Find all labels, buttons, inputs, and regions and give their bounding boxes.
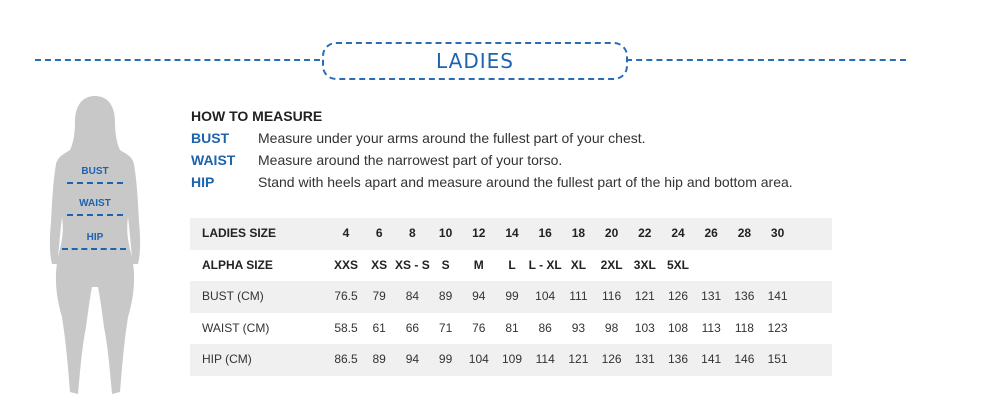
table-cell: 89 <box>372 352 386 367</box>
figure-label-hip: HIP <box>86 232 104 243</box>
measure-item-waist: WAIST Measure around the narrowest part o… <box>191 152 562 168</box>
table-cell: 99 <box>438 352 453 367</box>
table-cell: 16 <box>538 226 552 240</box>
size-table: LADIES SIZE 4 6 8 10 12 14 16 18 20 22 24 26 28 30 ALPH… <box>190 218 832 376</box>
table-cell: 81 <box>505 320 519 335</box>
table-cell: 28 <box>737 226 752 240</box>
table-cell: 113 <box>701 320 721 335</box>
how-to-measure-heading: HOW TO MEASURE <box>191 108 323 124</box>
figure-label-bust: BUST <box>81 166 109 177</box>
table-cell: 14 <box>505 226 519 240</box>
measure-text: Measure under your arms around the fulle… <box>258 130 646 146</box>
divider-right <box>626 59 906 61</box>
table-cell: 141 <box>767 289 788 304</box>
table-cell: 114 <box>535 352 555 367</box>
table-cell: 116 <box>602 289 622 304</box>
table-cell: 131 <box>701 289 722 304</box>
divider-left <box>35 59 320 61</box>
table-cell: 98 <box>604 320 619 335</box>
table-cell: 10 <box>438 226 453 240</box>
table-cell: 79 <box>372 289 386 304</box>
measure-key: BUST <box>191 130 230 146</box>
section-title: LADIES <box>322 42 628 80</box>
table-cell: 111 <box>569 289 588 304</box>
table-cell: 2XL <box>600 257 623 272</box>
row-label: WAIST (CM) <box>202 320 270 335</box>
table-cell: 30 <box>770 226 785 240</box>
measure-item-hip: HIP Stand with heels apart and measure ar… <box>191 174 793 190</box>
table-cell: 108 <box>667 320 689 335</box>
measure-text: Measure around the narrowest part of you… <box>258 152 563 168</box>
measure-item-bust: BUST Measure under your arms around the f… <box>191 130 646 146</box>
table-cell: 104 <box>535 289 556 304</box>
table-cell: L - XL <box>528 257 562 272</box>
table-cell: L <box>508 257 516 272</box>
body-silhouette: BUST WAIST HIP <box>40 92 150 412</box>
table-cell: 12 <box>472 226 486 240</box>
table-cell: 146 <box>734 352 755 367</box>
table-cell: 141 <box>701 352 722 367</box>
waist-line <box>67 214 123 216</box>
table-cell: 121 <box>634 289 655 304</box>
table-cell: 123 <box>767 320 788 335</box>
table-cell: 136 <box>667 352 689 367</box>
row-label: BUST (CM) <box>202 289 264 304</box>
table-cell: 61 <box>372 320 386 335</box>
table-cell: 103 <box>634 320 655 335</box>
table-cell: 5XL <box>666 257 690 272</box>
table-cell: 121 <box>568 352 589 367</box>
table-cell: 99 <box>505 289 519 304</box>
silhouette-icon <box>49 96 141 394</box>
table-cell: 126 <box>601 352 622 367</box>
measure-text: Stand with heels apart and measure aroun… <box>258 174 793 190</box>
hip-line <box>62 248 126 250</box>
table-cell: 136 <box>734 289 755 304</box>
measure-key: HIP <box>191 174 215 190</box>
table-cell: 3XL <box>633 257 656 272</box>
table-cell: 71 <box>438 320 453 335</box>
table-cell: XS - S <box>395 257 430 272</box>
row-label: HIP (CM) <box>202 352 252 367</box>
table-cell: 76 <box>472 320 486 335</box>
table-cell: 8 <box>409 226 416 240</box>
table-cell: 131 <box>634 352 655 367</box>
table-cell: 109 <box>501 352 523 367</box>
table-cell: 66 <box>405 320 420 335</box>
table-cell: 58.5 <box>334 320 358 335</box>
measure-key: WAIST <box>191 152 236 168</box>
table-cell: 104 <box>468 352 489 367</box>
table-cell: 24 <box>671 226 685 240</box>
table-cell: 93 <box>571 320 586 335</box>
table-cell: 76.5 <box>334 289 358 304</box>
table-cell: 18 <box>571 226 586 240</box>
row-label: LADIES SIZE <box>202 226 277 240</box>
table-cell: 94 <box>472 289 486 304</box>
table-cell: XS <box>371 257 388 272</box>
table-cell: 94 <box>405 352 420 367</box>
table-cell: 84 <box>405 289 420 304</box>
table-row: WAIST (CM) 58.5 61 66 71 76 81 86 93 98 103 108 113 1… <box>190 313 832 345</box>
table-cell: 126 <box>667 289 689 304</box>
table-cell: M <box>473 257 484 272</box>
bust-line <box>67 182 123 184</box>
table-cell: 4 <box>342 226 350 240</box>
table-row: BUST (CM) 76.5 79 84 89 94 99 104 111 116 121 126 13… <box>190 281 832 313</box>
table-cell: 26 <box>704 226 718 240</box>
row-label: ALPHA SIZE <box>202 257 273 272</box>
table-cell: XXS <box>333 257 359 272</box>
table-row: ALPHA SIZE XXS XS XS - S S M L L - XL XL 2XL 3XL 5X… <box>190 250 832 282</box>
table-row: LADIES SIZE 4 6 8 10 12 14 16 18 20 22 24 26 28 30 <box>190 218 832 250</box>
table-cell: 118 <box>734 320 754 335</box>
table-cell: 89 <box>438 289 453 304</box>
table-cell: 86 <box>538 320 552 335</box>
table-cell: S <box>441 257 450 272</box>
table-cell: 20 <box>604 226 619 240</box>
table-cell: 6 <box>375 226 383 240</box>
table-cell: 86.5 <box>334 352 358 367</box>
table-cell: 151 <box>767 352 788 367</box>
table-row: HIP (CM) 86.5 89 94 99 104 109 114 121 126 131 136 1… <box>190 344 832 376</box>
table-cell: XL <box>570 257 587 272</box>
table-cell: 22 <box>638 226 652 240</box>
figure-label-waist: WAIST <box>79 198 111 209</box>
